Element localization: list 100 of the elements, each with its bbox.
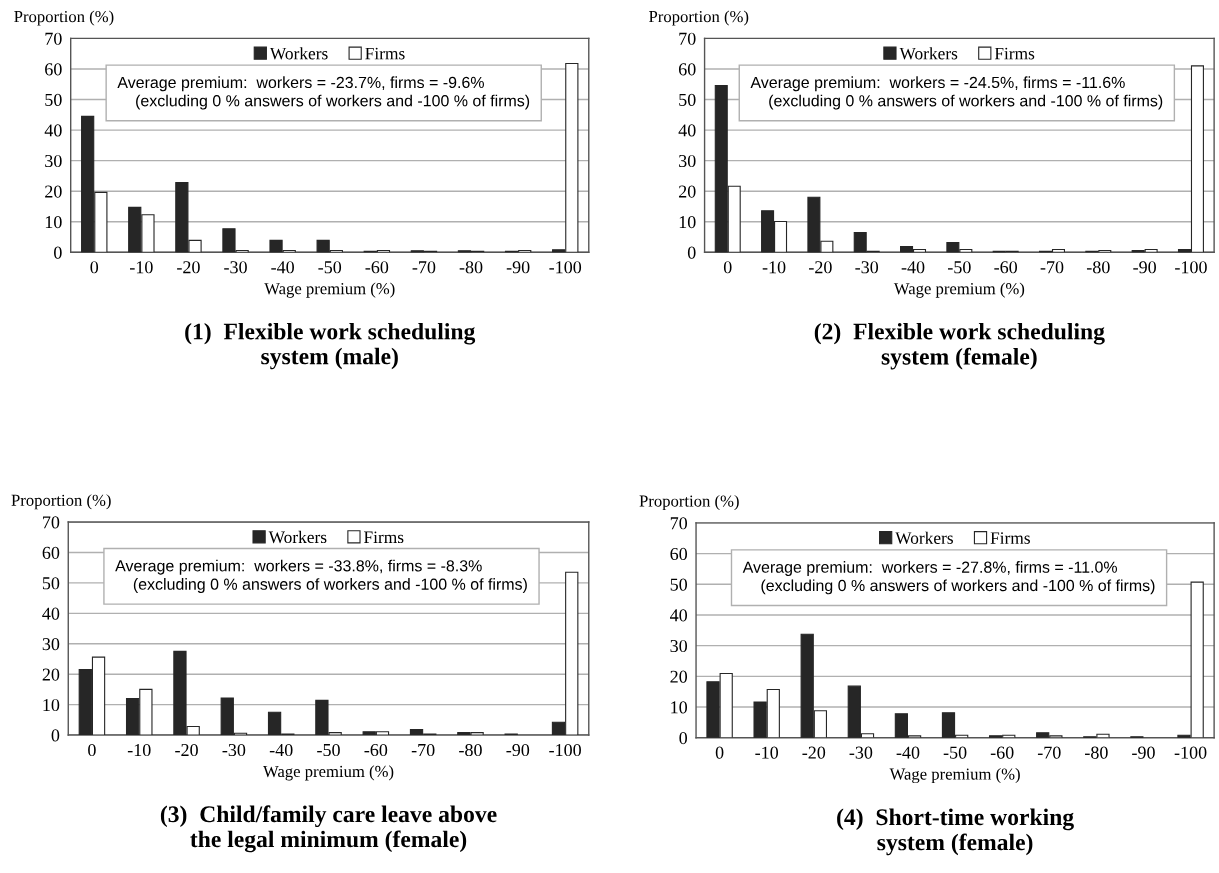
y-tick-label: 50 [45, 93, 62, 106]
y-tick-label: 30 [679, 154, 696, 168]
legend-label: Workers [268, 530, 327, 544]
y-tick-label: 50 [42, 577, 60, 590]
x-tick-label: 0 [715, 746, 724, 759]
x-tick-label: -20 [802, 746, 826, 759]
legend-label: Firms [990, 532, 1030, 544]
x-tick-label: 0 [723, 261, 732, 274]
legend-label: Firms [365, 47, 405, 60]
x-tick-label: -20 [177, 261, 200, 274]
y-tick-label: 30 [45, 154, 62, 168]
x-axis-title: Wage premium (%) [893, 282, 1025, 298]
x-tick-label: -40 [269, 743, 293, 757]
x-tick-label: -100 [549, 743, 581, 757]
text: (2) Flexible work scheduling system (female) [814, 322, 1105, 370]
y-tick-label: 40 [678, 124, 696, 137]
x-tick-label: -60 [364, 743, 388, 757]
text: (4) Short-time working system (female) [837, 808, 1074, 856]
x-tick-label: -70 [411, 743, 435, 757]
x-tick-label: -30 [849, 746, 873, 759]
y-tick-label: 20 [45, 185, 62, 198]
annotation: Average premium: workers = -24.5%, firms = -11.6% (excluding 0 % answers of workers and -100 % of firms) [750, 76, 1163, 110]
x-axis-title: Wage premium (%) [889, 767, 1020, 784]
x-tick-label: -70 [412, 261, 436, 274]
y-tick-label: 70 [679, 32, 696, 45]
y-axis-title: Proportion (%) [14, 10, 114, 26]
y-tick-label: 20 [670, 670, 688, 683]
x-axis-title: Wage premium (%) [263, 765, 394, 781]
x-tick-label: -90 [1133, 261, 1156, 274]
y-tick-label: 40 [44, 124, 62, 137]
legend-label: Workers [899, 47, 958, 60]
x-tick-label: -50 [943, 746, 967, 759]
x-tick-label: -50 [317, 743, 340, 757]
text: (3) Child/family care leave above the legal minimum (female) [160, 805, 497, 853]
x-tick-label: -60 [365, 261, 389, 274]
x-tick-label: 0 [90, 261, 99, 274]
x-tick-label: -90 [506, 743, 530, 757]
y-tick-label: 60 [42, 546, 60, 559]
y-tick-label: 0 [54, 246, 62, 259]
x-tick-label: -30 [222, 743, 246, 757]
y-tick-label: 70 [45, 32, 62, 45]
y-tick-label: 0 [679, 731, 688, 745]
y-axis-title: Proportion (%) [11, 494, 111, 510]
x-tick-label: -50 [318, 261, 342, 274]
legend-label: Workers [895, 531, 953, 545]
annotation: Average premium: workers = -23.7%, firms = -9.6% (excluding 0 % answers of workers and -100 % of firms) [117, 76, 530, 110]
x-tick-label: -80 [459, 261, 483, 274]
legend-label: Workers [269, 47, 328, 60]
x-tick-label: -80 [1085, 746, 1108, 759]
y-tick-label: 10 [45, 216, 62, 229]
x-tick-label: -80 [459, 743, 482, 757]
y-tick-label: 30 [670, 639, 688, 653]
annotation: Average premium: workers = -33.8%, firms = -8.3% (excluding 0 % answers of workers and -100 % of firms) [115, 559, 527, 593]
y-tick-label: 60 [45, 63, 62, 76]
x-tick-label: -10 [762, 261, 786, 274]
x-tick-label: -70 [1037, 746, 1061, 759]
legend-label: Firms [994, 47, 1035, 60]
y-tick-label: 0 [51, 729, 60, 742]
x-tick-label: -100 [1174, 746, 1207, 759]
y-tick-label: 20 [42, 668, 60, 681]
x-tick-label: -40 [901, 261, 925, 274]
y-tick-label: 50 [679, 93, 696, 106]
x-tick-label: -40 [896, 746, 920, 759]
x-tick-label: -70 [1040, 261, 1064, 274]
x-tick-label: -50 [947, 261, 971, 274]
x-tick-label: -30 [855, 261, 879, 274]
y-tick-label: 60 [678, 63, 696, 76]
x-tick-label: -10 [129, 261, 153, 274]
y-tick-label: 10 [43, 698, 60, 712]
x-tick-label: -80 [1086, 261, 1110, 274]
y-axis-title: Proportion (%) [639, 494, 739, 511]
annotation: Average premium: workers = -27.8%, firms = -11.0% (excluding 0 % answers of workers and -100 % of firms) [742, 561, 1155, 595]
y-tick-label: 30 [42, 638, 60, 651]
y-axis-title: Proportion (%) [649, 10, 749, 26]
x-tick-label: -60 [994, 261, 1018, 274]
y-tick-label: 40 [670, 609, 688, 622]
y-tick-label: 20 [678, 185, 696, 198]
x-tick-label: -90 [1132, 746, 1155, 759]
y-tick-label: 50 [670, 578, 688, 591]
x-tick-label: 0 [88, 743, 96, 757]
legend-label: Firms [363, 531, 404, 544]
x-axis-title: Wage premium (%) [264, 282, 395, 298]
y-tick-label: 10 [671, 701, 688, 714]
x-tick-label: -20 [175, 743, 198, 757]
x-tick-label: -40 [271, 261, 294, 274]
y-tick-label: 60 [670, 547, 688, 561]
x-tick-label: -90 [506, 261, 530, 274]
x-tick-label: -10 [127, 743, 151, 757]
y-tick-label: 40 [42, 607, 60, 620]
x-tick-label: -30 [224, 261, 247, 274]
x-tick-label: -100 [549, 261, 582, 274]
x-tick-label: -60 [990, 746, 1014, 759]
y-tick-label: 70 [670, 517, 688, 530]
y-tick-label: 0 [687, 246, 696, 259]
x-tick-label: -20 [809, 261, 832, 274]
x-tick-label: -10 [755, 746, 779, 759]
y-tick-label: 10 [679, 216, 696, 229]
y-tick-label: 70 [43, 516, 60, 529]
x-tick-label: -100 [1175, 261, 1207, 274]
text: (1) Flexible work scheduling system (male) [185, 322, 476, 370]
